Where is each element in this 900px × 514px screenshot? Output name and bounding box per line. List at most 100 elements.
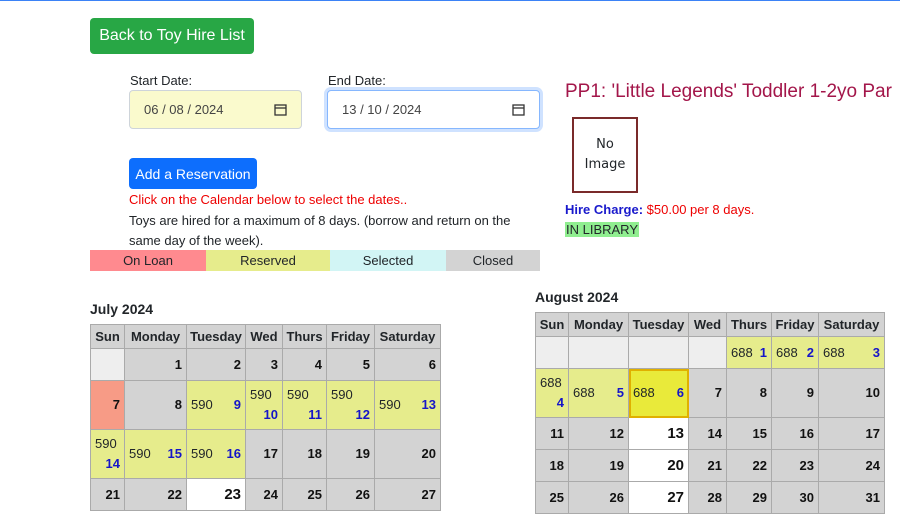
day-cell[interactable]: 11 bbox=[535, 417, 569, 450]
day-cell[interactable]: 590 15 bbox=[124, 429, 187, 479]
day-cell[interactable]: 16 bbox=[771, 417, 819, 450]
cell-content: 25 bbox=[540, 488, 564, 508]
weekday-header: Wed bbox=[688, 312, 727, 337]
day-cell[interactable]: 688 5 bbox=[568, 368, 629, 418]
cell-content: 590 10 bbox=[250, 385, 278, 425]
day-cell[interactable]: 9 bbox=[771, 368, 819, 418]
day-cell[interactable]: 20 bbox=[628, 449, 689, 482]
cell-content: 688 3 bbox=[823, 343, 880, 363]
day-cell[interactable]: 6 bbox=[374, 348, 441, 381]
start-input[interactable]: 06 / 08 / 2024 bbox=[129, 90, 302, 129]
day-cell[interactable]: 21 bbox=[688, 449, 727, 482]
day-cell[interactable]: 17 bbox=[818, 417, 885, 450]
day-cell[interactable]: 590 9 bbox=[186, 380, 246, 430]
day-number: 26 bbox=[355, 486, 370, 502]
day-cell[interactable]: 26 bbox=[568, 481, 629, 514]
day-cell[interactable]: 5 bbox=[326, 348, 375, 381]
legend-item: Selected bbox=[330, 250, 446, 271]
day-number: 26 bbox=[609, 489, 624, 505]
cell-content: 21 bbox=[693, 456, 722, 476]
day-cell[interactable]: 17 bbox=[245, 429, 283, 479]
day-cell[interactable]: 590 14 bbox=[90, 429, 125, 479]
instruction: Click on the Calendar below to select th… bbox=[129, 192, 408, 207]
day-number: 6 bbox=[428, 356, 436, 372]
day-cell[interactable]: 13 bbox=[628, 417, 689, 450]
day-number: 13 bbox=[667, 424, 684, 442]
day-cell[interactable]: 27 bbox=[628, 481, 689, 514]
day-cell[interactable]: 590 12 bbox=[326, 380, 375, 430]
cell-content: 8 bbox=[129, 395, 182, 415]
header-row: Sun Monday Tuesday Wed Thurs Friday Saturday bbox=[535, 312, 885, 337]
day-cell[interactable]: 688 4 bbox=[535, 368, 569, 418]
day-cell[interactable]: 15 bbox=[726, 417, 772, 450]
month-title: August 2024 bbox=[535, 289, 619, 305]
day-cell[interactable]: 590 13 bbox=[374, 380, 441, 430]
week-row: 7 8 590 9 590 10 590 11 590 12 590 13 bbox=[90, 380, 441, 430]
day-cell[interactable]: 19 bbox=[568, 449, 629, 482]
reservation-id: 590 bbox=[129, 446, 151, 461]
day-cell[interactable]: 590 16 bbox=[186, 429, 246, 479]
cell-content: 19 bbox=[331, 444, 370, 464]
cell-content: 26 bbox=[573, 488, 624, 508]
day-number: 28 bbox=[707, 489, 722, 505]
day-cell[interactable]: 30 bbox=[771, 481, 819, 514]
day-cell[interactable]: 20 bbox=[374, 429, 441, 479]
day-cell[interactable]: 23 bbox=[771, 449, 819, 482]
back-button[interactable]: Back to Toy Hire List bbox=[90, 18, 254, 54]
cell-content: 17 bbox=[250, 444, 278, 464]
hire-charge-value: $50.00 per 8 days. bbox=[646, 202, 755, 217]
day-cell[interactable]: 19 bbox=[326, 429, 375, 479]
cell-content: 4 bbox=[287, 355, 322, 375]
day-cell[interactable]: 2 bbox=[186, 348, 246, 381]
day-number: 15 bbox=[752, 425, 767, 441]
day-cell[interactable]: 8 bbox=[124, 380, 187, 430]
weekday-header: Monday bbox=[568, 312, 629, 337]
day-cell[interactable]: 12 bbox=[568, 417, 629, 450]
cell-content: 590 13 bbox=[379, 395, 436, 415]
day-cell[interactable]: 8 bbox=[726, 368, 772, 418]
cell-content: 16 bbox=[776, 424, 814, 444]
cell-content: 22 bbox=[129, 485, 182, 505]
day-cell[interactable]: 31 bbox=[818, 481, 885, 514]
day-cell[interactable]: 688 1 bbox=[726, 336, 772, 369]
day-cell[interactable]: 1 bbox=[124, 348, 187, 381]
day-cell[interactable]: 3 bbox=[245, 348, 283, 381]
day-number: 9 bbox=[806, 385, 814, 400]
weekday-header: Saturday bbox=[818, 312, 885, 337]
cell-content: 29 bbox=[731, 488, 767, 508]
reservation-id: 590 bbox=[191, 397, 213, 412]
day-cell[interactable]: 590 10 bbox=[245, 380, 283, 430]
day-cell[interactable]: 18 bbox=[535, 449, 569, 482]
day-cell[interactable]: 4 bbox=[282, 348, 327, 381]
reservation-id: 688 bbox=[731, 344, 753, 360]
legend-item: On Loan bbox=[90, 250, 206, 271]
reservation-id: 688 bbox=[776, 344, 798, 360]
weekday-header: Thurs bbox=[726, 312, 772, 337]
cell-content: 5 bbox=[331, 355, 370, 375]
day-cell[interactable]: 7 bbox=[90, 380, 125, 430]
day-cell[interactable]: 7 bbox=[688, 368, 727, 418]
day-cell[interactable]: 29 bbox=[726, 481, 772, 514]
add-reservation-button[interactable]: Add a Reservation bbox=[129, 158, 257, 189]
note: Toys are hired for a maximum of 8 days. … bbox=[129, 213, 511, 248]
hire-charge-label: Hire Charge: bbox=[565, 202, 644, 217]
start-label: Start Date: bbox=[130, 73, 193, 88]
week-row: 688 1 688 2 688 3 bbox=[535, 336, 885, 369]
day-cell[interactable]: 590 11 bbox=[282, 380, 327, 430]
day-cell[interactable]: 24 bbox=[818, 449, 885, 482]
day-cell[interactable]: 688 6 bbox=[628, 368, 689, 418]
day-cell[interactable]: 22 bbox=[726, 449, 772, 482]
day-cell[interactable]: 688 3 bbox=[818, 336, 885, 369]
end-input[interactable]: 13 / 10 / 2024 bbox=[327, 90, 540, 129]
day-number: 20 bbox=[421, 446, 436, 461]
day-cell[interactable]: 25 bbox=[535, 481, 569, 514]
day-cell[interactable]: 10 bbox=[818, 368, 885, 418]
week-row: 11 12 13 14 15 16 17 bbox=[535, 417, 885, 450]
day-cell[interactable]: 28 bbox=[688, 481, 727, 514]
day-cell[interactable]: 18 bbox=[282, 429, 327, 479]
day-cell[interactable]: 14 bbox=[688, 417, 727, 450]
cell-content: 13 bbox=[633, 424, 684, 444]
day-cell[interactable]: 688 2 bbox=[771, 336, 819, 369]
cell-content: 18 bbox=[287, 444, 322, 464]
